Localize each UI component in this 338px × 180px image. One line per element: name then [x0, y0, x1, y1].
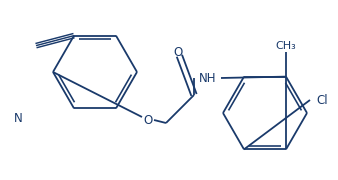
Text: NH: NH	[199, 71, 217, 84]
Text: Cl: Cl	[316, 93, 328, 107]
Text: O: O	[143, 114, 153, 127]
Text: O: O	[173, 46, 183, 58]
Text: N: N	[14, 111, 22, 125]
Text: CH₃: CH₃	[275, 41, 296, 51]
